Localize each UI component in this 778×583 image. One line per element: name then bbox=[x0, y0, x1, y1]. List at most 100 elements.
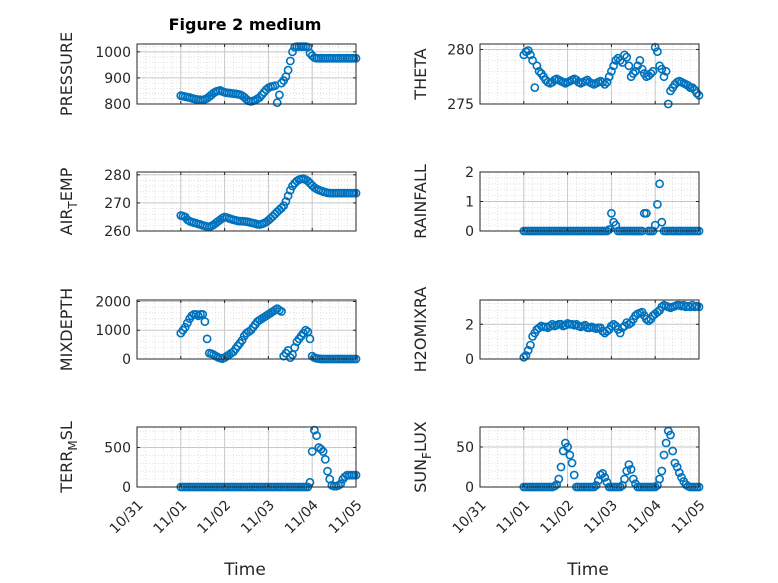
y-axis-label: RAINFALL bbox=[411, 164, 430, 239]
data-point bbox=[182, 318, 192, 328]
data-point bbox=[523, 46, 533, 55]
data-point bbox=[655, 179, 664, 189]
data-point bbox=[602, 326, 612, 336]
data-point bbox=[316, 444, 326, 454]
data-point bbox=[277, 307, 286, 316]
data-series bbox=[176, 42, 361, 108]
data-point bbox=[620, 50, 629, 60]
data-point bbox=[519, 352, 529, 362]
major-grid bbox=[137, 427, 356, 487]
data-point bbox=[683, 81, 693, 90]
data-point bbox=[318, 447, 328, 456]
data-point bbox=[556, 462, 566, 472]
data-point bbox=[180, 322, 190, 332]
y-tick-label: 280 bbox=[104, 168, 131, 184]
data-point bbox=[637, 64, 647, 74]
data-point bbox=[607, 66, 616, 76]
x-tick-label: 11/05 bbox=[326, 497, 366, 537]
data-point bbox=[668, 446, 678, 456]
subplot-1: 800 900 1000 PRESSURE bbox=[57, 32, 361, 116]
data-point bbox=[320, 454, 330, 464]
data-point bbox=[624, 319, 634, 329]
data-point bbox=[624, 61, 634, 71]
data-point bbox=[305, 477, 315, 487]
data-point bbox=[550, 481, 559, 491]
axes-box bbox=[479, 299, 700, 360]
data-point bbox=[655, 474, 664, 484]
data-series bbox=[519, 300, 704, 362]
data-point bbox=[653, 307, 662, 317]
y-axis-label: AIRTEMP bbox=[57, 167, 80, 235]
data-point bbox=[530, 83, 540, 92]
data-point bbox=[567, 458, 577, 468]
data-point bbox=[563, 442, 572, 452]
data-point bbox=[569, 470, 579, 480]
data-point bbox=[628, 474, 638, 484]
data-point bbox=[305, 334, 315, 344]
data-point bbox=[648, 66, 658, 76]
data-point bbox=[323, 466, 332, 476]
data-point bbox=[661, 66, 671, 76]
data-point bbox=[659, 72, 669, 82]
data-point bbox=[598, 77, 607, 87]
axes-box bbox=[136, 426, 357, 488]
data-point bbox=[554, 474, 564, 484]
data-point bbox=[642, 208, 651, 218]
data-point bbox=[657, 64, 667, 74]
data-point bbox=[285, 56, 295, 66]
data-point bbox=[307, 447, 317, 456]
data-point bbox=[653, 199, 662, 209]
data-point bbox=[635, 56, 645, 65]
data-point bbox=[534, 66, 544, 76]
y-axis-label: TERRMSL bbox=[57, 421, 80, 494]
data-point bbox=[609, 319, 618, 329]
data-point bbox=[532, 61, 542, 71]
subplot-6: 0 2 H2OMIXRA bbox=[411, 287, 704, 373]
y-tick-label: 0 bbox=[122, 480, 131, 496]
y-tick-label: 1000 bbox=[95, 45, 131, 61]
data-point bbox=[272, 98, 282, 108]
data-point bbox=[657, 217, 667, 227]
x-axis-label-right: Time bbox=[566, 560, 609, 580]
y-tick-label: 0 bbox=[465, 480, 474, 496]
data-point bbox=[622, 52, 632, 62]
y-tick-label: 2 bbox=[465, 317, 474, 333]
data-point bbox=[607, 208, 616, 218]
x-tick-label: 11/02 bbox=[537, 497, 577, 537]
subplot-4: 0 1 2 RAINFALL bbox=[411, 164, 704, 240]
data-point bbox=[688, 83, 697, 92]
figure-title: Figure 2 medium bbox=[169, 15, 322, 34]
y-tick-label: 0 bbox=[122, 352, 131, 368]
x-tick-label: 10/31 bbox=[107, 497, 147, 537]
subplot-7: 0 500 10/31 11/01 11/02 11/03 11/04 11/05 TERRMS… bbox=[57, 421, 366, 537]
data-point bbox=[661, 438, 671, 448]
data-point bbox=[644, 316, 653, 326]
subplot-2: 275 280 THETA bbox=[411, 42, 704, 113]
y-axis-label: THETA bbox=[411, 48, 430, 100]
data-point bbox=[268, 211, 278, 221]
y-tick-label: 900 bbox=[104, 71, 131, 87]
y-axis-label: H2OMIXRA bbox=[411, 287, 430, 373]
data-point bbox=[602, 77, 612, 87]
data-point bbox=[288, 47, 297, 57]
data-point bbox=[600, 472, 610, 482]
data-point bbox=[528, 56, 537, 65]
data-point bbox=[565, 450, 575, 460]
data-point bbox=[200, 317, 210, 326]
y-tick-label: 0 bbox=[465, 224, 474, 240]
y-tick-label: 50 bbox=[456, 440, 474, 456]
data-point bbox=[653, 47, 662, 56]
subplot-8: 0 50 10/31 11/01 11/02 11/03 11/04 11/05 SUNFLUX bbox=[411, 421, 709, 537]
major-grid bbox=[137, 44, 356, 104]
data-point bbox=[604, 225, 614, 234]
data-point bbox=[596, 470, 605, 480]
data-series bbox=[519, 42, 704, 109]
y-tick-label: 0 bbox=[465, 352, 474, 368]
data-point bbox=[526, 340, 535, 350]
axes-box bbox=[136, 299, 357, 360]
data-point bbox=[277, 203, 286, 213]
y-tick-label: 260 bbox=[104, 224, 131, 240]
x-tick-label: 11/04 bbox=[625, 497, 665, 537]
data-point bbox=[283, 65, 293, 75]
